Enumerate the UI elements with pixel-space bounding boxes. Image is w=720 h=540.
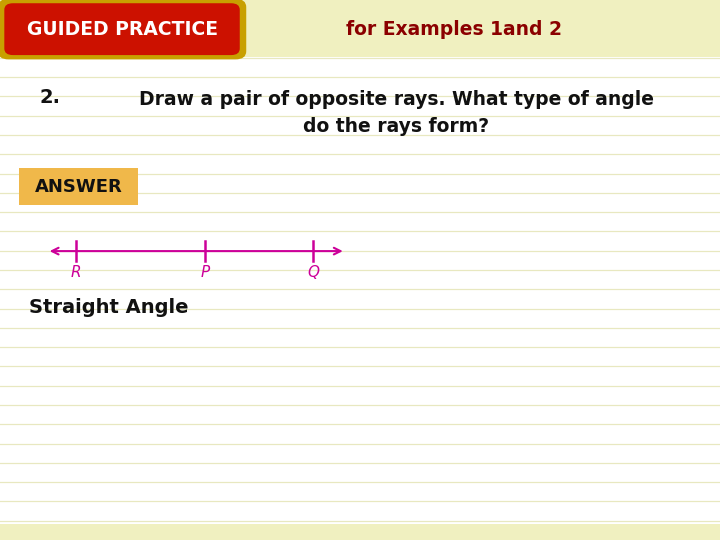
Text: Draw a pair of opposite rays. What type of angle: Draw a pair of opposite rays. What type …: [138, 90, 654, 110]
FancyBboxPatch shape: [0, 0, 246, 59]
Text: P: P: [201, 265, 210, 280]
Text: Q: Q: [307, 265, 319, 280]
FancyBboxPatch shape: [4, 3, 240, 55]
FancyBboxPatch shape: [0, 0, 720, 57]
Text: do the rays form?: do the rays form?: [303, 117, 489, 137]
Text: GUIDED PRACTICE: GUIDED PRACTICE: [27, 19, 218, 39]
FancyBboxPatch shape: [19, 168, 138, 205]
Text: R: R: [71, 265, 81, 280]
Text: Straight Angle: Straight Angle: [29, 298, 189, 318]
Text: 2.: 2.: [40, 87, 60, 107]
FancyBboxPatch shape: [0, 57, 720, 524]
Text: ANSWER: ANSWER: [35, 178, 123, 196]
FancyBboxPatch shape: [0, 524, 720, 540]
Text: for Examples 1and 2: for Examples 1and 2: [346, 19, 562, 39]
